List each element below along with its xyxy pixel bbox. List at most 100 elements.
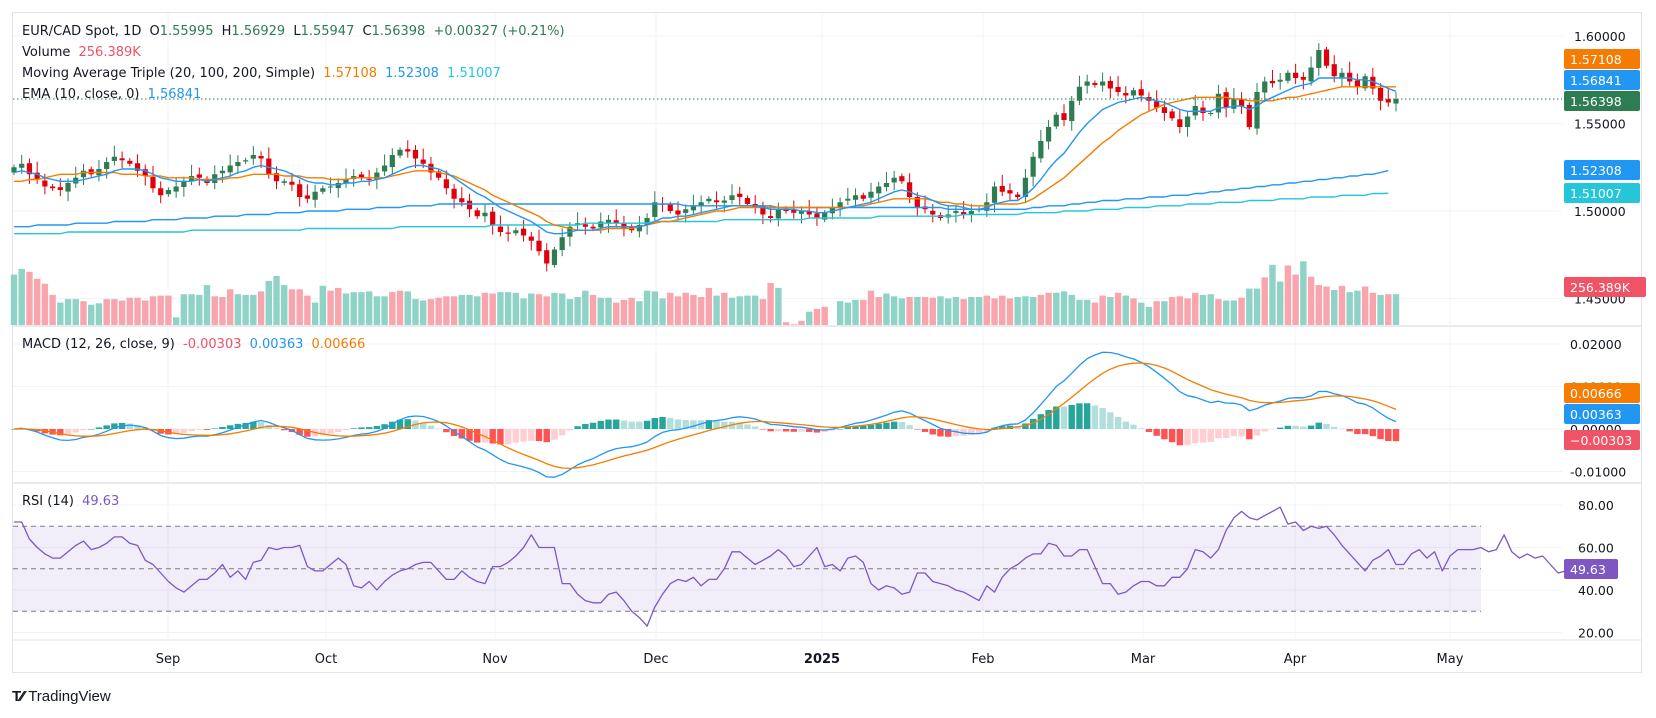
volume-bar (937, 296, 944, 325)
macd-line-badge-bg (1564, 404, 1640, 424)
ma20-value: 1.57108 (323, 66, 377, 81)
moving-averages (13, 77, 1562, 235)
candle (1215, 84, 1222, 119)
volume-bar (1307, 276, 1315, 325)
candle-body (1154, 101, 1160, 108)
macd-histogram-bar (211, 428, 218, 429)
macd-histogram-bar (1323, 423, 1330, 429)
volume-bar (1053, 292, 1060, 325)
candle (1130, 87, 1137, 99)
rsi-legend[interactable]: RSI (14) 49.63 (22, 494, 123, 510)
macd-histogram-bar (1315, 422, 1323, 429)
volume-bar (358, 292, 365, 325)
tradingview-logo[interactable]: T⁄⁄ TradingView (12, 688, 111, 705)
volume-legend[interactable]: Volume 256.389K (22, 45, 145, 61)
candle-body (219, 170, 226, 174)
macd-histogram-bar (1083, 403, 1091, 429)
volume-bar (1107, 297, 1114, 325)
ma-legend[interactable]: Moving Average Triple (20, 100, 200, Sim… (22, 66, 505, 82)
macd-histogram-bar (806, 429, 813, 432)
candle-body (281, 181, 287, 183)
candle-body (1316, 50, 1322, 69)
candle-body (389, 155, 395, 168)
macd-histogram-bar (667, 417, 674, 429)
candle (11, 164, 17, 176)
candle (683, 204, 689, 223)
ema-legend[interactable]: EMA (10, close, 0) 1.56841 (22, 87, 205, 103)
macd-histogram-bar (234, 423, 242, 429)
macd-histogram-bar (975, 429, 983, 434)
candle (505, 225, 511, 242)
candle-body (644, 218, 650, 225)
candle (544, 243, 550, 272)
candle-body (158, 188, 164, 196)
rsi-badge-text: 49.63 (1570, 562, 1606, 577)
candle (273, 166, 280, 190)
volume-bar (335, 287, 342, 325)
macd-histogram-bar (867, 424, 875, 429)
macd-legend[interactable]: MACD (12, 26, close, 9) -0.00303 0.00363… (22, 337, 369, 353)
candle (582, 217, 588, 235)
rsi-badge-bg (1564, 559, 1618, 579)
candle (644, 213, 650, 235)
volume-bar (983, 295, 991, 325)
ma200-value: 1.51007 (447, 66, 501, 81)
price-change: +0.00327 (+0.21%) (433, 24, 565, 39)
macd-histogram-bar (1392, 429, 1400, 442)
volume-bar (999, 295, 1006, 325)
macd-histogram-bar (713, 421, 720, 429)
volume-bar (111, 299, 118, 325)
candle-body (88, 169, 94, 175)
volume-bar (327, 290, 334, 325)
time-tick-label: Dec (643, 652, 668, 667)
candle (297, 179, 303, 207)
volume-bar (836, 301, 844, 325)
volume-bar (1284, 265, 1292, 325)
candle-body (1100, 81, 1106, 86)
candle (358, 171, 365, 181)
candle (1092, 80, 1098, 88)
volume-bar (605, 297, 612, 325)
candle (165, 187, 172, 197)
volume-bar (1199, 294, 1207, 325)
volume-bar (1230, 300, 1238, 325)
volume-bar (883, 293, 890, 325)
volume-bar (690, 294, 697, 325)
macd-histogram-bar (1269, 429, 1276, 430)
candle (1053, 112, 1059, 130)
candle-body (57, 187, 63, 190)
candle (219, 166, 226, 183)
candle-body (968, 211, 974, 215)
ma200-price-badge-bg (1564, 183, 1640, 203)
candle (65, 178, 71, 202)
macd-histogram-bar (682, 420, 689, 429)
macd-histogram-bar (790, 429, 797, 432)
time-tick-label: Apr (1284, 652, 1307, 667)
macd-histogram-bar (335, 429, 342, 432)
candle-body (891, 177, 897, 183)
volume-bar (1292, 274, 1299, 325)
close-price-badge-text: 1.56398 (1570, 94, 1622, 109)
candle-body (1038, 141, 1044, 159)
candle (814, 206, 820, 226)
macd-histogram-bar (95, 427, 103, 429)
candle-body (443, 179, 449, 189)
macd-histogram-bar (1145, 429, 1153, 432)
macd-histogram-bar (1045, 409, 1052, 429)
macd-histogram-bar (929, 429, 936, 435)
candle (181, 176, 187, 197)
symbol-legend[interactable]: EUR/CAD Spot, 1D O1.55995 H1.56929 L1.55… (22, 24, 569, 40)
macd-histogram-bar (1338, 428, 1346, 430)
candle (1254, 83, 1260, 135)
candle-body (165, 190, 172, 195)
macd-histogram-bar (1060, 406, 1068, 429)
macd-histogram-bar (1053, 406, 1060, 429)
candle (1316, 43, 1322, 76)
candle (574, 212, 581, 230)
macd-histogram-bar (1276, 427, 1284, 429)
candle (304, 184, 310, 204)
candle (551, 246, 558, 268)
macd-line-badge: 0.00363 (1564, 404, 1640, 424)
macd-histogram-bar (504, 429, 512, 445)
